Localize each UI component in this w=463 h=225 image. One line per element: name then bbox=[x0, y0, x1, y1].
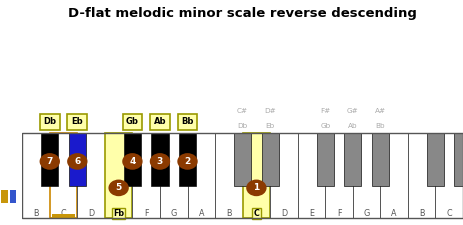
Bar bbox=[325, 133, 353, 218]
Bar bbox=[353, 133, 381, 218]
Bar bbox=[52, 214, 75, 218]
Bar bbox=[22, 133, 463, 218]
Text: Fb: Fb bbox=[113, 209, 124, 218]
Text: F: F bbox=[337, 209, 341, 218]
Bar bbox=[124, 133, 141, 186]
Text: G#: G# bbox=[347, 108, 359, 114]
Bar bbox=[234, 133, 251, 186]
FancyBboxPatch shape bbox=[40, 114, 60, 130]
Text: E: E bbox=[309, 209, 314, 218]
Bar bbox=[69, 133, 86, 186]
Bar bbox=[408, 133, 436, 218]
Bar bbox=[381, 133, 408, 218]
Bar bbox=[455, 133, 463, 186]
Circle shape bbox=[122, 153, 143, 170]
Bar bbox=[10, 190, 16, 202]
Bar bbox=[372, 133, 389, 186]
Text: basicmusictheory.com: basicmusictheory.com bbox=[6, 73, 11, 134]
Text: C: C bbox=[253, 209, 259, 218]
FancyBboxPatch shape bbox=[68, 114, 87, 130]
Text: G: G bbox=[363, 209, 369, 218]
Text: C#: C# bbox=[237, 108, 248, 114]
Bar bbox=[298, 133, 325, 218]
Text: Ab: Ab bbox=[348, 123, 357, 129]
Text: 2: 2 bbox=[184, 157, 191, 166]
FancyBboxPatch shape bbox=[178, 114, 197, 130]
Text: 7: 7 bbox=[47, 157, 53, 166]
Circle shape bbox=[67, 153, 88, 170]
Text: B: B bbox=[226, 209, 232, 218]
Text: D: D bbox=[88, 209, 94, 218]
Text: C: C bbox=[446, 209, 452, 218]
Text: Db: Db bbox=[43, 117, 56, 126]
Bar bbox=[243, 133, 270, 218]
FancyBboxPatch shape bbox=[123, 114, 142, 130]
Text: A#: A# bbox=[375, 108, 386, 114]
Text: Gb: Gb bbox=[126, 117, 139, 126]
Text: D: D bbox=[281, 209, 287, 218]
Circle shape bbox=[150, 153, 170, 170]
Circle shape bbox=[39, 153, 60, 170]
Text: B: B bbox=[419, 209, 425, 218]
Bar bbox=[77, 133, 105, 218]
Bar bbox=[132, 133, 160, 218]
Bar bbox=[105, 133, 132, 218]
Text: 1: 1 bbox=[253, 183, 259, 192]
Text: A: A bbox=[391, 209, 397, 218]
Bar bbox=[50, 133, 77, 218]
Text: Bb: Bb bbox=[375, 123, 385, 129]
Bar bbox=[151, 133, 169, 186]
Text: C: C bbox=[61, 209, 66, 218]
Text: Ab: Ab bbox=[154, 117, 166, 126]
Text: Db: Db bbox=[238, 123, 248, 129]
Bar bbox=[344, 133, 361, 186]
Text: Eb: Eb bbox=[266, 123, 275, 129]
Text: 6: 6 bbox=[74, 157, 81, 166]
Bar bbox=[160, 133, 188, 218]
Bar bbox=[188, 133, 215, 218]
Text: A: A bbox=[199, 209, 204, 218]
Bar bbox=[270, 133, 298, 218]
Bar bbox=[215, 133, 243, 218]
Text: 4: 4 bbox=[129, 157, 136, 166]
Circle shape bbox=[246, 180, 267, 196]
Text: B: B bbox=[33, 209, 39, 218]
Text: G: G bbox=[171, 209, 177, 218]
Text: D-flat melodic minor scale reverse descending: D-flat melodic minor scale reverse desce… bbox=[68, 7, 417, 20]
Bar bbox=[179, 133, 196, 186]
Circle shape bbox=[108, 180, 129, 196]
Text: D#: D# bbox=[264, 108, 276, 114]
Bar bbox=[262, 133, 279, 186]
Bar bbox=[1, 190, 8, 202]
Text: F#: F# bbox=[320, 108, 331, 114]
Circle shape bbox=[177, 153, 198, 170]
Text: Eb: Eb bbox=[71, 117, 83, 126]
Text: 3: 3 bbox=[157, 157, 163, 166]
Text: F: F bbox=[144, 209, 149, 218]
Bar bbox=[436, 133, 463, 218]
Bar bbox=[41, 133, 58, 186]
Bar bbox=[22, 133, 50, 218]
Bar bbox=[427, 133, 444, 186]
Text: Gb: Gb bbox=[320, 123, 331, 129]
Text: Bb: Bb bbox=[181, 117, 194, 126]
FancyBboxPatch shape bbox=[150, 114, 170, 130]
Bar bbox=[317, 133, 334, 186]
Text: 5: 5 bbox=[116, 183, 122, 192]
